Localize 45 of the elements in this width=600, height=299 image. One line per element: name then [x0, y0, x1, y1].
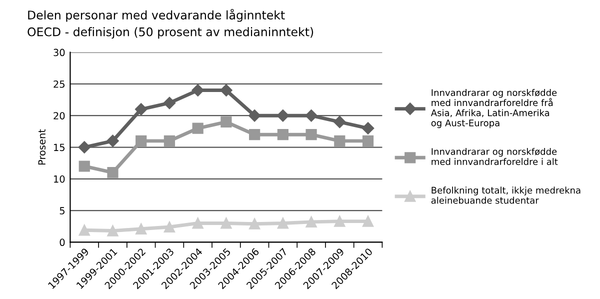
point: [306, 129, 317, 140]
point: [248, 110, 261, 122]
point: [277, 129, 288, 140]
point: [164, 135, 176, 146]
point: [362, 122, 374, 134]
y-tick-label: 20: [54, 112, 65, 120]
legend-label: Innvandrarar og norskfødde med innvandrarforeldre frå Asia, Afrika, Latin-Amerika og Aust-Europa: [430, 89, 557, 128]
y-tick-label: 5: [60, 207, 64, 214]
legend-label: Innvandrarar og norskfødde med innvandrarforeldre i alt: [432, 148, 558, 166]
point: [107, 225, 118, 236]
point: [107, 167, 118, 178]
point: [276, 110, 290, 122]
point: [163, 96, 176, 110]
point: [220, 218, 232, 229]
point: [136, 135, 147, 146]
point: [192, 218, 204, 229]
point: [78, 160, 90, 172]
point: [334, 135, 346, 146]
y-tick-label: 0: [60, 238, 65, 246]
y-tick-label: 10: [54, 175, 65, 183]
y-tick-label: 25: [54, 80, 64, 88]
point: [220, 116, 232, 128]
point: [106, 134, 119, 148]
point: [192, 122, 204, 134]
y-axis-title: Prosent: [38, 129, 46, 165]
legend-label: Befolkning totalt, ikkje medrekna aleinebuande studentar: [431, 186, 580, 204]
point: [334, 216, 346, 227]
point: [78, 224, 90, 236]
point: [78, 141, 90, 154]
point: [136, 223, 147, 234]
point: [192, 84, 204, 96]
point: [135, 103, 148, 116]
point: [249, 218, 260, 230]
y-tick-label: 15: [54, 144, 64, 152]
y-tick-label: 30: [54, 48, 65, 56]
point: [305, 110, 318, 122]
point: [362, 135, 374, 146]
chart-title: Delen personar med vedvarande låginntekt OECD - definisjon (50 prosent av medianinntekt): [28, 8, 314, 39]
point: [362, 216, 374, 227]
point: [249, 129, 260, 140]
point: [164, 221, 176, 233]
point: [306, 216, 317, 228]
point: [220, 84, 232, 96]
point: [277, 218, 288, 229]
point: [334, 116, 346, 128]
